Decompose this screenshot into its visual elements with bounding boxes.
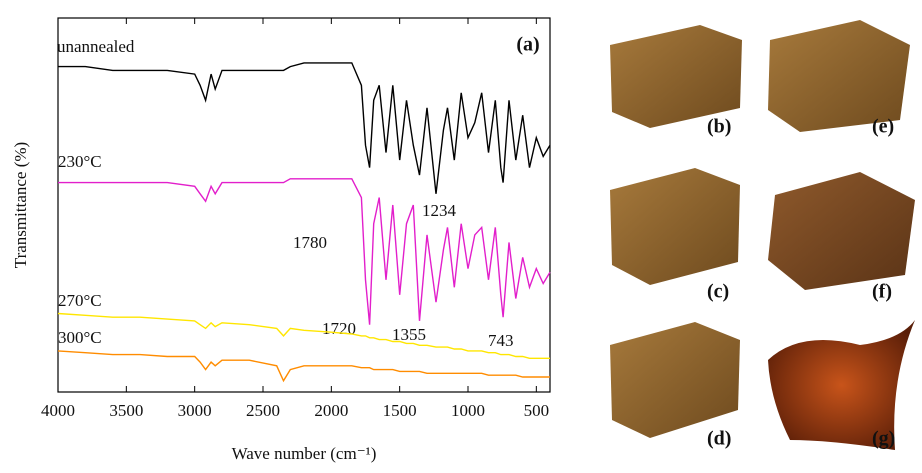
photo-label: (b): [707, 116, 731, 138]
x-tick-label: 2000: [314, 401, 348, 420]
photo-label: (e): [872, 116, 894, 138]
photo-block: [610, 322, 740, 438]
photo-block: [768, 320, 915, 450]
photo-label: (f): [872, 281, 892, 303]
spectrum-line: [57, 350, 550, 383]
photos: [610, 20, 915, 450]
x-tick-label: 1000: [451, 401, 485, 420]
annotation: 1234: [422, 201, 457, 220]
x-tick-label: 3000: [178, 401, 212, 420]
spectrum-line: [58, 178, 551, 325]
photo-block: [610, 168, 740, 285]
annotation: 1720: [322, 319, 356, 338]
photo-block: [768, 20, 910, 132]
photo-block: [610, 25, 742, 128]
x-tick-label: 3500: [109, 401, 143, 420]
photo-label: (g): [872, 428, 895, 450]
photo-label: (c): [707, 281, 729, 303]
y-axis-label: Transmittance (%): [11, 142, 30, 268]
annotation: 743: [488, 331, 514, 350]
annotation: 1355: [392, 325, 426, 344]
x-tick-label: 500: [524, 401, 550, 420]
spectrum-line: [57, 312, 550, 359]
x-axis-label: Wave number (cm⁻¹): [232, 444, 377, 463]
spectrum-line: [58, 62, 551, 194]
series-label: 300°C: [58, 328, 102, 347]
photo-block: [768, 172, 915, 290]
series-label: 270°C: [58, 291, 102, 310]
x-tick-label: 4000: [41, 401, 75, 420]
panel-label: (a): [516, 34, 539, 56]
x-tick-label: 2500: [246, 401, 280, 420]
photo-label: (d): [707, 428, 731, 450]
annotation: 1780: [293, 233, 327, 252]
plot-frame: [57, 17, 551, 393]
x-tick-label: 1500: [383, 401, 417, 420]
series-label: 230°C: [58, 152, 102, 171]
series-label: unannealed: [57, 37, 135, 56]
